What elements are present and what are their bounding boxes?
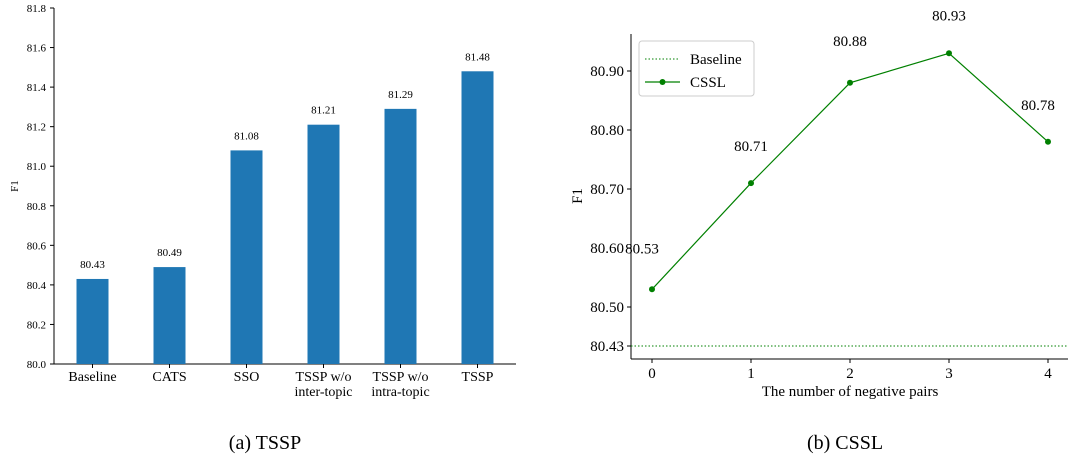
cssl-point [1045,138,1051,145]
bar [230,150,263,364]
y-axis-label-b: F1 [570,188,586,204]
cssl-point [649,286,655,293]
y-tick-label: 80.43 [590,339,624,355]
x-tick-label: 4 [1044,366,1052,382]
bar-value-label: 80.49 [157,247,182,259]
cssl-point [847,79,853,86]
bar-chart-tssp: F1 80.0 80.2 80.4 80.6 80.8 81.0 81.2 81.4 81.6 8… [9,3,516,454]
bar-value-label: 81.48 [465,51,490,63]
y-tick-label: 80.2 [27,319,46,331]
point-value-label: 80.53 [625,241,659,257]
x-tick-label: intra-topic [371,385,429,400]
bar [307,124,340,364]
x-tick-label: 1 [747,366,755,382]
y-tick-label: 80.90 [590,64,624,80]
cssl-point [748,180,754,187]
y-tick-label: 80.0 [27,359,47,371]
point-value-label: 80.78 [1021,98,1055,114]
x-tick-label: 3 [945,366,953,382]
x-tick-label: CATS [152,370,186,385]
y-tick-label: 80.50 [590,300,624,316]
point-value-label: 80.93 [932,8,966,24]
x-axis-label-b: The number of negative pairs [762,384,939,400]
cssl-point [946,50,952,57]
y-tick-label: 81.6 [27,43,47,55]
x-tick-label: Baseline [68,370,116,385]
y-tick-label: 80.60 [590,241,624,257]
bar-value-label: 80.43 [80,259,105,271]
caption-b: (b) CSSL [807,432,883,454]
line-chart-cssl: F1 The number of negative pairs 80.43 80.… [570,8,1068,454]
y-tick-label: 81.2 [27,122,46,134]
y-axis-label-a: F1 [9,180,21,192]
legend-cssl-label: CSSL [690,75,726,91]
y-tick-label: 80.8 [27,201,47,213]
bar-value-label: 81.29 [388,89,413,101]
x-tick-label: TSSP w/o [296,370,352,385]
legend-baseline-label: Baseline [690,52,742,68]
y-tick-label: 80.70 [590,182,624,198]
x-tick-label: inter-topic [294,385,352,400]
bar [461,71,494,365]
bar [76,278,109,364]
x-tick-label: TSSP [462,370,494,385]
x-tick-label: 0 [648,366,656,382]
x-tick-label: 2 [846,366,854,382]
bar-value-label: 81.08 [234,130,259,142]
y-tick-label: 80.6 [27,240,47,252]
bar-value-label: 81.21 [311,105,336,117]
legend-cssl-marker [659,79,666,85]
x-tick-label: TSSP w/o [373,370,429,385]
legend: Baseline CSSL [638,40,755,97]
point-value-label: 80.88 [833,34,867,50]
y-tick-label: 80.4 [27,280,47,292]
y-tick-label: 81.4 [27,82,47,94]
x-tick-label: SSO [234,370,260,385]
y-tick-label: 81.8 [27,3,47,15]
bar [384,108,417,364]
y-tick-label: 81.0 [27,161,47,173]
caption-a: (a) TSSP [229,432,301,454]
bar [153,267,186,364]
point-value-label: 80.71 [734,139,768,155]
y-tick-label: 80.80 [590,123,624,139]
